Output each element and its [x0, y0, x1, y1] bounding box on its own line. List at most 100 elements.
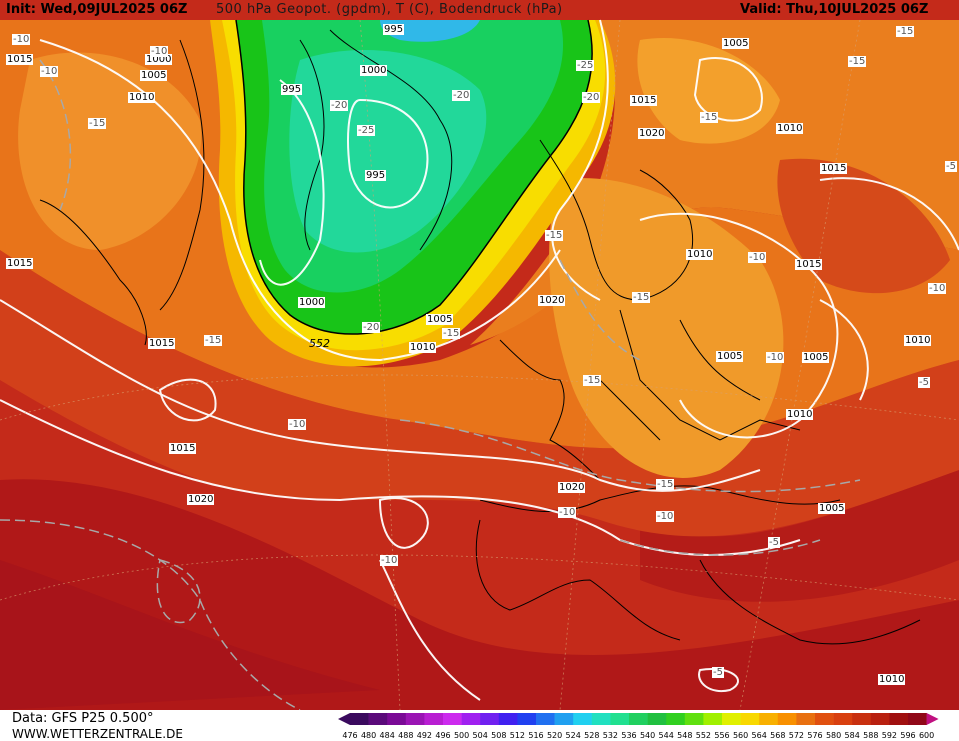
colorbar-swatch [722, 713, 741, 725]
colorbar-tick-label: 560 [733, 731, 748, 740]
colorbar-tick-label: 524 [566, 731, 581, 740]
colorbar-tick-label: 508 [491, 731, 506, 740]
website: WWW.WETTERZENTRALE.DE [12, 727, 183, 741]
colorbar-swatch [796, 713, 816, 725]
temperature-label: -15 [632, 292, 651, 303]
colorbar-swatch [350, 713, 369, 725]
temperature-label: -10 [766, 352, 785, 363]
temperature-label: -15 [442, 328, 461, 339]
temperature-label: -10 [40, 66, 59, 77]
pressure-label: 1005 [818, 503, 846, 514]
colorbar-swatch [591, 713, 611, 725]
colorbar-arrow-right [926, 713, 939, 725]
pressure-label: 1010 [904, 335, 932, 346]
pressure-label: 1010 [786, 409, 814, 420]
temperature-label: -10 [150, 46, 169, 57]
colorbar-swatch [852, 713, 872, 725]
valid-time: Valid: Thu,10JUL2025 06Z [740, 2, 929, 17]
pressure-label: 1015 [630, 95, 658, 106]
pressure-label: 1015 [820, 163, 848, 174]
temperature-label: -25 [576, 60, 595, 71]
temperature-label: -15 [656, 479, 675, 490]
colorbar-swatch [908, 713, 927, 725]
temperature-label: -5 [768, 537, 780, 548]
pressure-label: 995 [281, 84, 303, 95]
pressure-label: 1010 [686, 249, 714, 260]
pressure-label: 1015 [6, 54, 34, 65]
colorbar-tick-label: 544 [659, 731, 674, 740]
pressure-label: 1000 [360, 65, 388, 76]
map-header: Init: Wed,09JUL2025 06Z 500 hPa Geopot. … [0, 0, 959, 20]
pressure-label: 1015 [169, 443, 197, 454]
init-time: Init: Wed,09JUL2025 06Z [6, 2, 188, 17]
colorbar-tick-label: 568 [770, 731, 785, 740]
colorbar-tick-label: 572 [789, 731, 804, 740]
colorbar-swatch [480, 713, 500, 725]
temperature-label: -15 [545, 230, 564, 241]
pressure-label: 1005 [802, 352, 830, 363]
colorbar-swatch [368, 713, 388, 725]
colorbar-tick-label: 540 [640, 731, 655, 740]
temperature-label: -15 [204, 335, 223, 346]
colorbar-swatch [740, 713, 760, 725]
pressure-label: 1015 [795, 259, 823, 270]
pressure-label: 1005 [140, 70, 168, 81]
temperature-label: -20 [582, 92, 601, 103]
temperature-lines [0, 59, 861, 711]
colorbar-arrow-left [338, 713, 350, 725]
pressure-label: 1010 [878, 674, 906, 685]
colorbar-swatch [461, 713, 481, 725]
temperature-label: -10 [380, 555, 399, 566]
colorbar-swatch [647, 713, 667, 725]
colorbar-tick-label: 480 [361, 731, 376, 740]
temperature-label: -15 [848, 56, 867, 67]
temperature-label: -25 [357, 125, 376, 136]
colorbar-tick-label: 496 [435, 731, 450, 740]
colorbar-tick-label: 556 [714, 731, 729, 740]
temperature-label: -20 [330, 100, 349, 111]
pressure-label-layer: 1015 1005 1000 1005 1010 995 1000 995 10… [6, 24, 932, 685]
temperature-label: -20 [452, 90, 471, 101]
pressure-label: 995 [383, 24, 405, 35]
temperature-label: -15 [700, 112, 719, 123]
colorbar-tick-label: 596 [900, 731, 915, 740]
geopotential-552-label: 552 [309, 337, 330, 350]
pressure-label: 1020 [538, 295, 566, 306]
data-source: Data: GFS P25 0.500° [12, 711, 154, 726]
colorbar-swatch [833, 713, 853, 725]
temperature-label: -15 [896, 26, 915, 37]
temperature-label: -15 [88, 118, 107, 129]
temperature-label: -10 [12, 34, 31, 45]
colorbar-swatch [424, 713, 444, 725]
color-legend: 476 480 484 488 492 496 500 504 508 512 516 520 524 5… [338, 713, 939, 740]
colorbar-tick-label: 504 [473, 731, 488, 740]
colorbar-tick-label: 588 [863, 731, 878, 740]
colorbar-swatch [517, 713, 537, 725]
colorbar-swatch [629, 713, 648, 725]
colorbar-swatch [610, 713, 630, 725]
colorbar-swatch [387, 713, 407, 725]
pressure-label: 1020 [558, 482, 586, 493]
colorbar-swatch [759, 713, 779, 725]
temperature-label-layer: -10 -10 -15 -20 -25 -20 -25 -20 -15 -15 … [12, 26, 957, 678]
colorbar-swatch [777, 713, 797, 725]
colorbar-tick-label: 592 [882, 731, 897, 740]
temperature-label: -5 [918, 377, 930, 388]
colorbar-swatch [573, 713, 593, 725]
colorbar-tick-label: 528 [584, 731, 599, 740]
temperature-label: -10 [748, 252, 767, 263]
colorbar-tick-label: 492 [417, 731, 432, 740]
pressure-label: 1005 [716, 351, 744, 362]
colorbar-tick-label: 512 [510, 731, 525, 740]
temperature-label: -5 [945, 161, 957, 172]
pressure-label: 1010 [409, 342, 437, 353]
colorbar-swatch [536, 713, 555, 725]
colorbar-swatch [666, 713, 686, 725]
colorbar-tick-label: 536 [621, 731, 636, 740]
temperature-label: -10 [928, 283, 947, 294]
pressure-label: 1015 [148, 338, 176, 349]
colorbar-swatch [498, 713, 518, 725]
colorbar-swatch [405, 713, 425, 725]
